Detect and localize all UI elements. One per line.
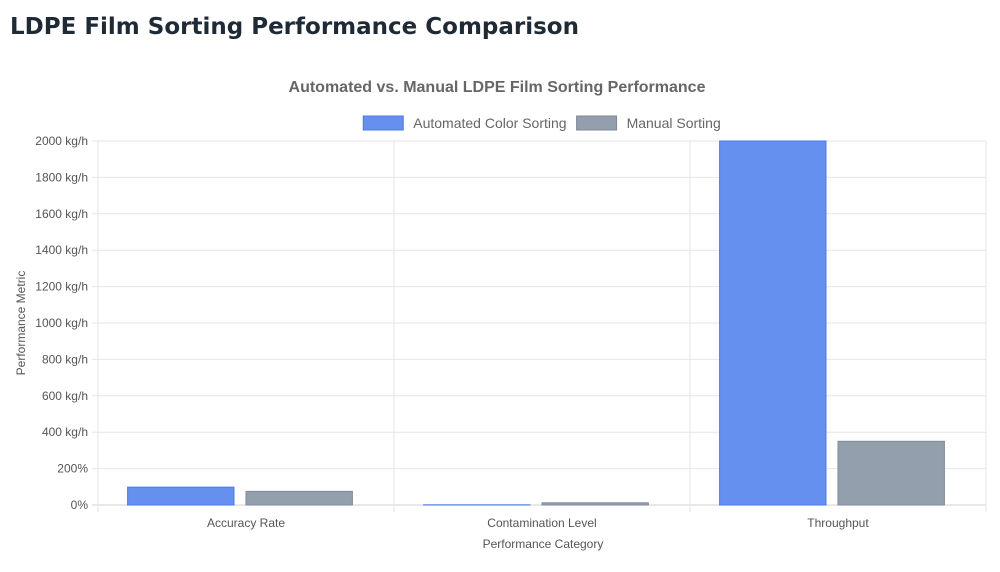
y-tick-label: 1000 kg/h xyxy=(35,316,88,330)
gridlines xyxy=(92,140,987,512)
y-tick-label: 1800 kg/h xyxy=(35,170,88,184)
x-axis-ticks: Accuracy Rate Contamination Level Throughp… xyxy=(207,516,869,530)
legend-label[interactable]: Automated Color Sorting xyxy=(413,115,566,131)
y-tick-label: 1400 kg/h xyxy=(35,243,88,257)
y-tick-label: 0% xyxy=(71,498,89,512)
legend-label[interactable]: Manual Sorting xyxy=(627,115,721,131)
page-title: LDPE Film Sorting Performance Comparison xyxy=(10,14,579,40)
legend-swatch xyxy=(576,115,618,131)
bar[interactable] xyxy=(245,490,353,506)
y-axis-title: Performance Metric xyxy=(14,271,28,376)
chart-title: Automated vs. Manual LDPE Film Sorting P… xyxy=(289,79,706,96)
y-tick-label: 600 kg/h xyxy=(42,389,88,403)
y-tick-label: 2000 kg/h xyxy=(35,134,88,148)
bar[interactable] xyxy=(837,440,945,506)
y-tick-label: 800 kg/h xyxy=(42,352,88,366)
x-tick-label: Accuracy Rate xyxy=(207,516,285,530)
x-tick-label: Throughput xyxy=(807,516,869,530)
x-tick-label: Contamination Level xyxy=(487,516,596,530)
y-tick-label: 1600 kg/h xyxy=(35,207,88,221)
y-tick-label: 400 kg/h xyxy=(42,425,88,439)
bar[interactable] xyxy=(719,140,827,506)
y-axis-ticks: 0% 200% 400 kg/h 600 kg/h 800 kg/h 1000 kg/h 1… xyxy=(35,134,88,512)
y-tick-label: 200% xyxy=(57,462,88,476)
bar[interactable] xyxy=(127,486,235,506)
y-tick-label: 1200 kg/h xyxy=(35,280,88,294)
legend-swatch xyxy=(362,115,404,131)
x-axis-title: Performance Category xyxy=(483,537,604,551)
legend: Automated Color Sorting Manual Sorting xyxy=(362,115,721,131)
bars xyxy=(127,140,945,506)
bar[interactable] xyxy=(541,502,649,506)
